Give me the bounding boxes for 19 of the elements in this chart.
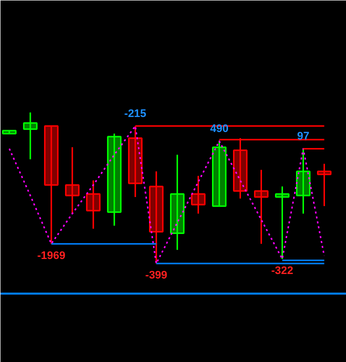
- annotation: -215: [124, 108, 146, 120]
- candlestick: [23, 112, 38, 160]
- candlestick: [212, 140, 227, 207]
- candlestick: [254, 169, 269, 245]
- candlestick: [149, 170, 164, 264]
- candlestick: [107, 132, 122, 226]
- candlestick: [316, 163, 332, 207]
- annotation: -1969: [37, 250, 66, 262]
- candlestick: [274, 186, 290, 260]
- candlestick: [65, 146, 80, 214]
- annotation: -322: [271, 264, 294, 277]
- candlestick: [191, 175, 206, 214]
- candlestick: [86, 180, 101, 230]
- annotation: 490: [210, 123, 228, 136]
- candlestick: [44, 125, 59, 245]
- candlestick: [170, 154, 185, 251]
- candlestick: [296, 148, 311, 214]
- annotation: -399: [145, 269, 168, 282]
- candlestick: [2, 130, 17, 134]
